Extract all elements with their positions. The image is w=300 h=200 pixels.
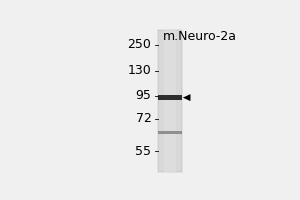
Text: 55: 55 <box>135 145 152 158</box>
Text: 250: 250 <box>128 38 152 51</box>
Text: 95: 95 <box>136 89 152 102</box>
Polygon shape <box>183 94 190 101</box>
Bar <box>158 95 182 100</box>
Bar <box>164 30 176 172</box>
Text: 72: 72 <box>136 112 152 125</box>
Text: m.Neuro-2a: m.Neuro-2a <box>163 30 237 43</box>
Bar <box>158 30 182 172</box>
Bar <box>158 131 182 134</box>
Text: 130: 130 <box>128 64 152 77</box>
